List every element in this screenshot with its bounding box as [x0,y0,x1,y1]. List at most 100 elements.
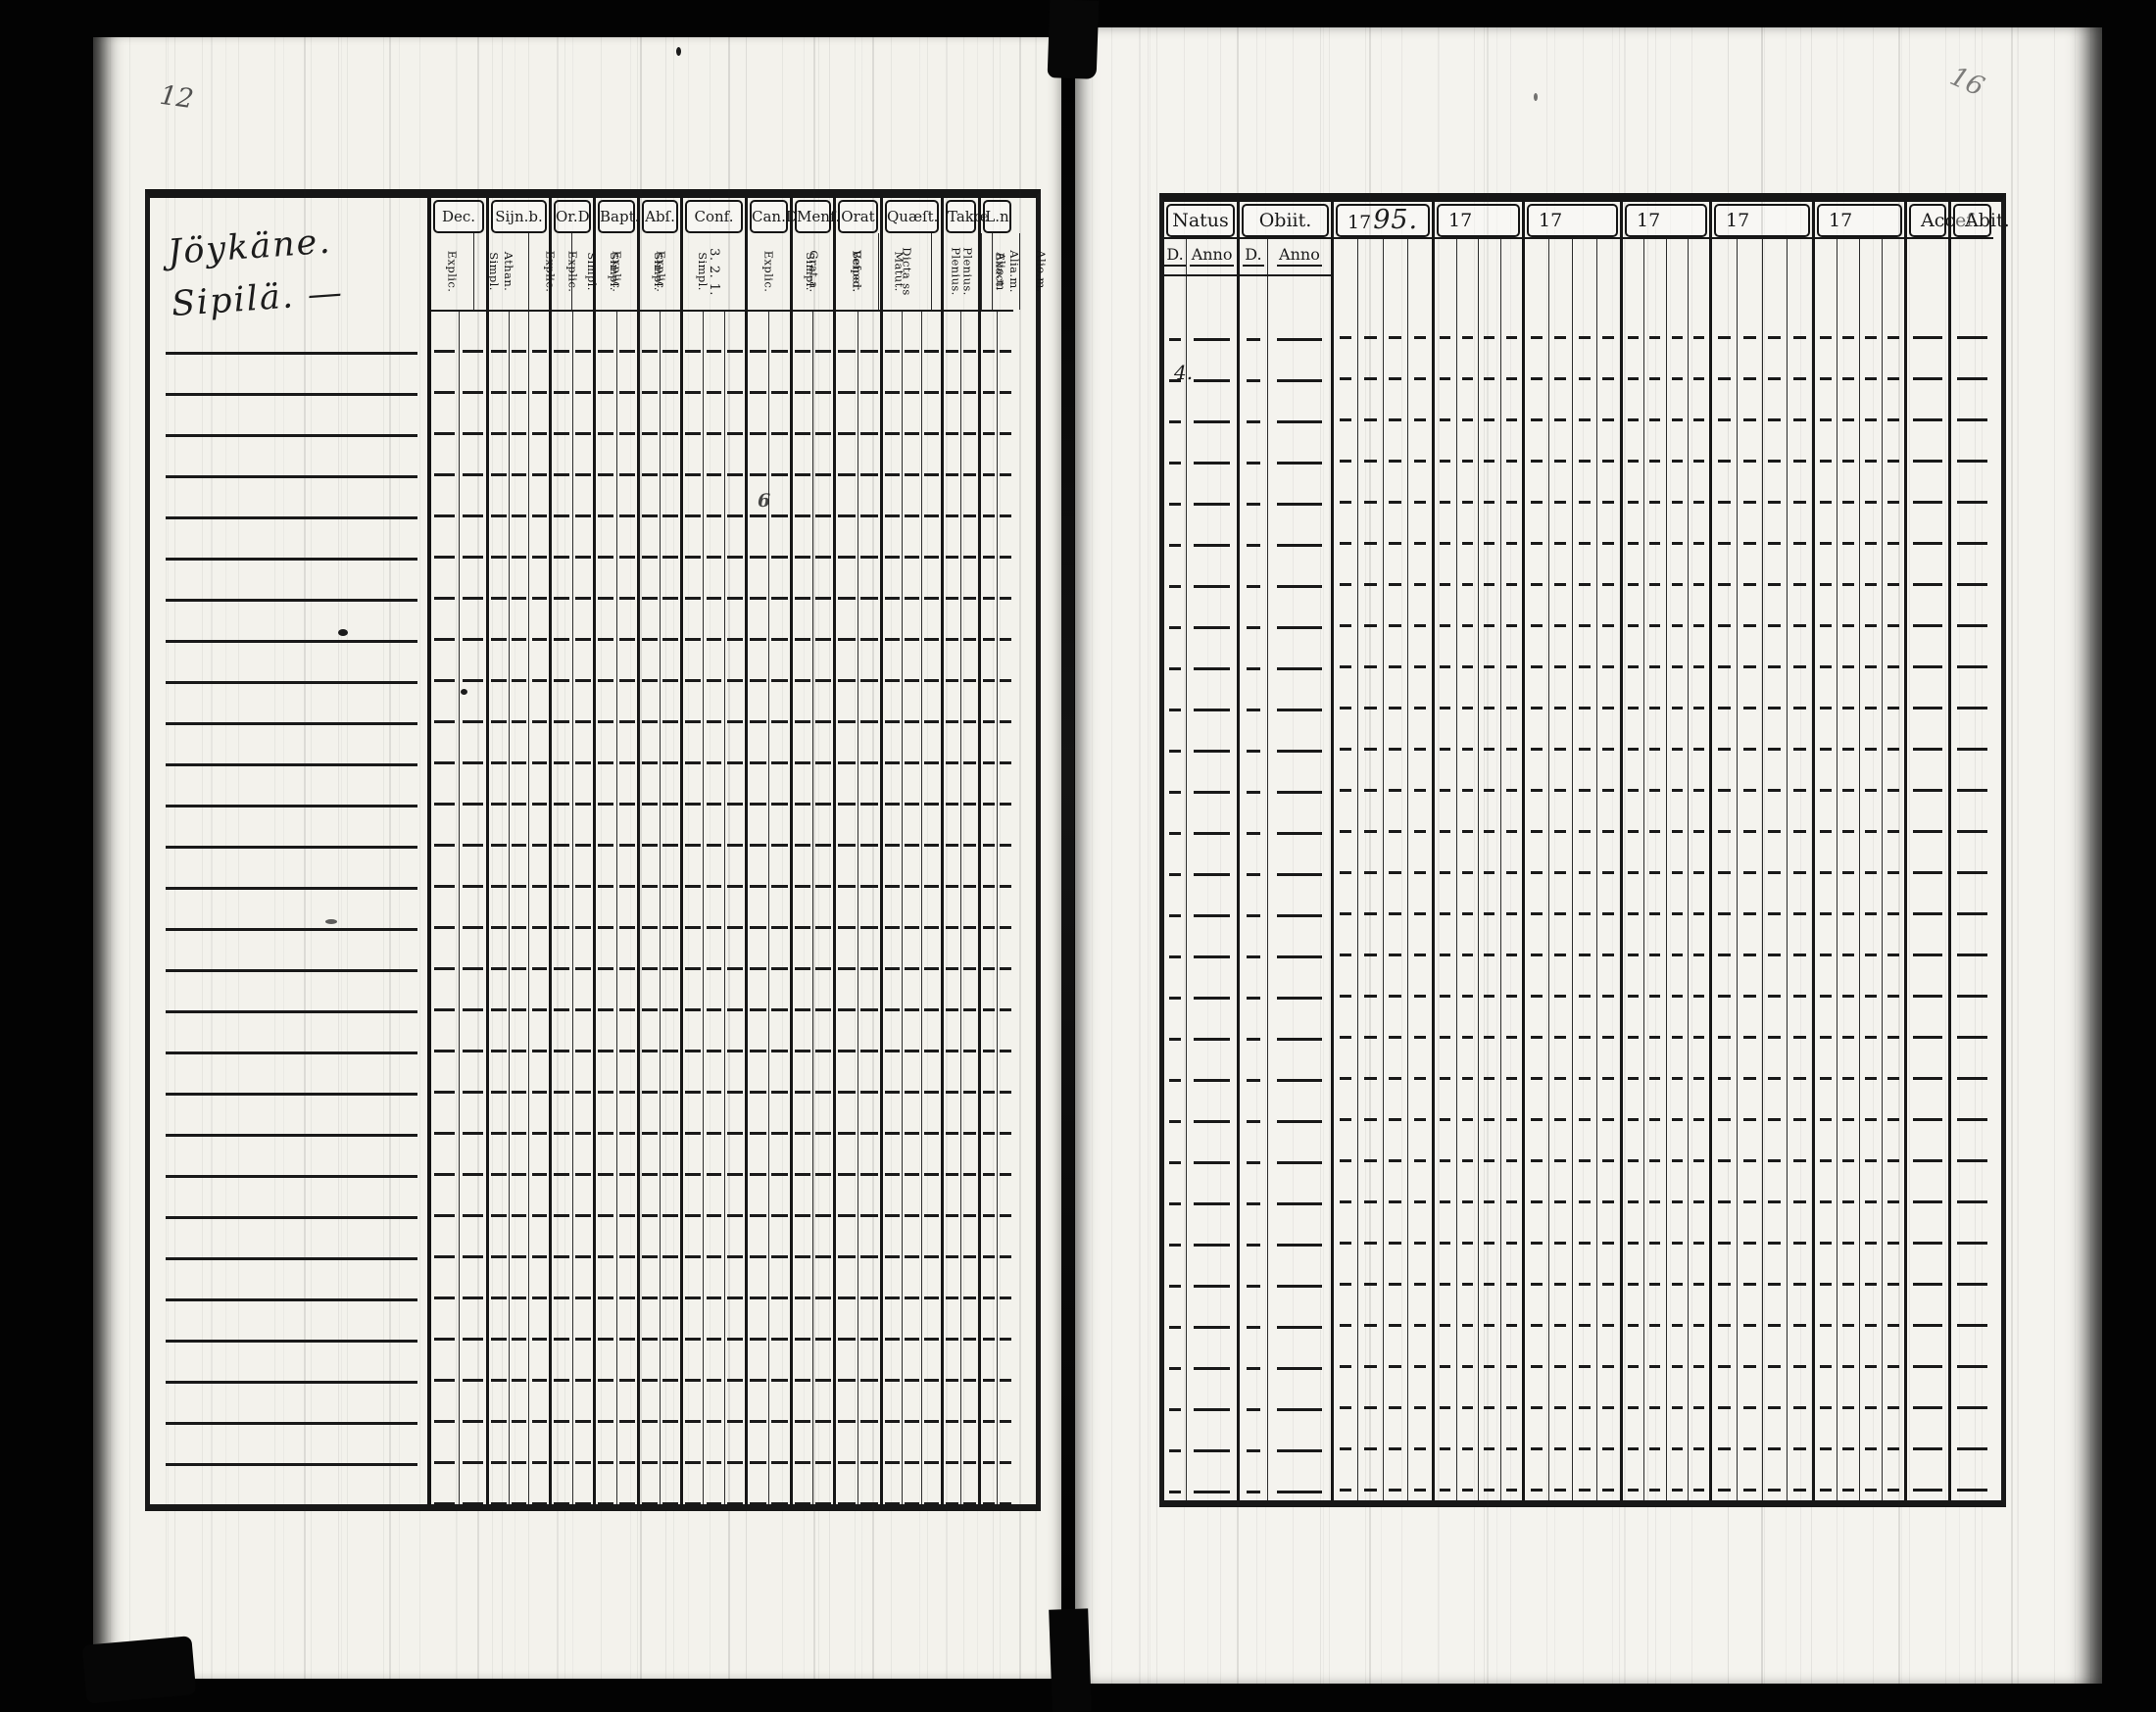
column-header-text: 17 [1726,210,1750,231]
sub-label-cell: Simpl. [472,233,514,310]
sub-label-text: Explic. [610,250,624,293]
left-column-group-7: Menſ. Grat.a. Bened. [790,198,864,1504]
column-body [793,310,833,1504]
body-sub-column [1382,239,1407,1500]
row-dashes [982,312,996,1504]
column-body [640,310,680,1504]
left-column-group-11: L.n Exact. Alio.m. [978,198,1049,1504]
column-header: Natus [1164,202,1237,237]
body-sub-column [1907,239,1948,1500]
column-header-label: Bapt. [598,200,639,233]
right-column-group-4: 17 [1522,202,1620,1500]
body-sub-column [812,312,833,1504]
sub-label-text: Exact. [993,252,1007,291]
body-sub-column [1240,276,1267,1500]
left-column-group-9: Quæſt. Dicta ss Plenius. Alio.m [880,198,1008,1504]
handwritten-year: 95. [1373,205,1419,235]
body-sub-column [571,312,594,1504]
row-dashes [1768,298,1782,1500]
column-body [981,310,1013,1504]
column-header-label: Obiit. [1242,204,1329,237]
column-header: Dec. [431,198,486,233]
row-dashes [1742,298,1756,1500]
column-sub-labels: Explic. Simpl. [748,233,816,310]
column-sub-labels: Explic. Simpl. [596,233,664,310]
sub-label-cell: Alio.m. [1018,233,1062,310]
body-sub-column [748,312,768,1504]
body-sub-column [1787,239,1812,1500]
body-sub-column [1712,239,1737,1500]
sub-label-text: Alia.m. [1007,250,1022,293]
body-sub-column [981,312,997,1504]
right-column-group-0: Natus D. Anno [1164,202,1237,1500]
column-body [748,310,790,1504]
row-dashes [1339,298,1352,1500]
row-dashes [685,312,702,1504]
column-header-text: Obiit. [1258,210,1312,231]
sub-label-cell: Alia.m. [992,233,1036,310]
row-dashes [1602,298,1615,1500]
row-dashes [885,312,900,1504]
column-header-label: 17 [1817,204,1902,237]
sub-label-cell: Explic. [431,233,473,310]
row-dashes [1413,298,1427,1500]
row-dashes [1246,300,1261,1500]
body-sub-column [596,312,616,1504]
column-body [683,310,745,1504]
row-dashes [1461,298,1473,1500]
sub-label-cell: Veſper. [836,233,878,310]
column-header: Menſ. [793,198,840,233]
column-header-label: Takœ [946,200,989,233]
column-header-text: 17 [1829,210,1853,231]
day-anno-subheader: D. Anno [1240,237,1331,274]
column-header: 1795. [1334,202,1432,237]
column-header-text: Abit. [1965,210,2010,231]
column-sub-labels: Grat.a. Bened. [793,233,864,310]
body-sub-column [528,312,549,1504]
column-body [1164,274,1237,1500]
body-sub-column [1357,239,1382,1500]
row-dashes [999,312,1012,1504]
row-dashes [1578,298,1591,1500]
column-body [1712,237,1812,1500]
row-dashes [1820,298,1832,1500]
column-header: Abit. [1951,202,2010,237]
right-column-group-8: Acceſ. [1904,202,1979,1500]
sub-label-cell: Simpl. [789,233,830,310]
row-dashes [706,312,722,1504]
column-header: Quæſt. [883,198,941,233]
row-dashes [1671,298,1683,1500]
row-dashes [905,312,919,1504]
column-header: Takœ [944,198,989,233]
body-sub-column [858,312,880,1504]
body-sub-column [944,312,960,1504]
column-header-label: Conf. [685,200,743,233]
column-header-text: 17 [1539,210,1563,231]
left-column-group-8: Orat Veſper. Matut. [833,198,906,1504]
row-dashes [1887,298,1899,1500]
sub-label-text: Explic. [565,250,580,293]
column-header-label: Abit. [1953,204,2010,237]
column-header: Conf. [683,198,745,233]
sub-header-cell: Anno [1186,239,1237,274]
sub-label-cell: Explic. [596,233,638,310]
column-header-label: Sijn.b. [491,200,547,233]
row-dashes [1554,298,1567,1500]
scan-streak [1139,27,1141,1684]
row-dashes [1530,298,1543,1500]
row-dashes [750,312,766,1504]
row-dashes [1793,298,1807,1500]
scan-streak [2011,27,2013,1684]
body-sub-column [458,312,487,1504]
column-body [836,310,880,1504]
column-header-label: Acceſ. [1909,204,1979,237]
body-sub-column [1951,239,1993,1500]
row-dashes [838,312,856,1504]
body-sub-column [1687,239,1709,1500]
right-column-group-6: 17 [1709,202,1812,1500]
left-column-group-1: Sijn.b. Athan. Explic. Simpl. [486,198,599,1504]
sub-label-cell: Plenius. [931,233,980,310]
body-sub-column [660,312,680,1504]
body-sub-column [1761,239,1788,1500]
column-body [1907,237,1948,1500]
